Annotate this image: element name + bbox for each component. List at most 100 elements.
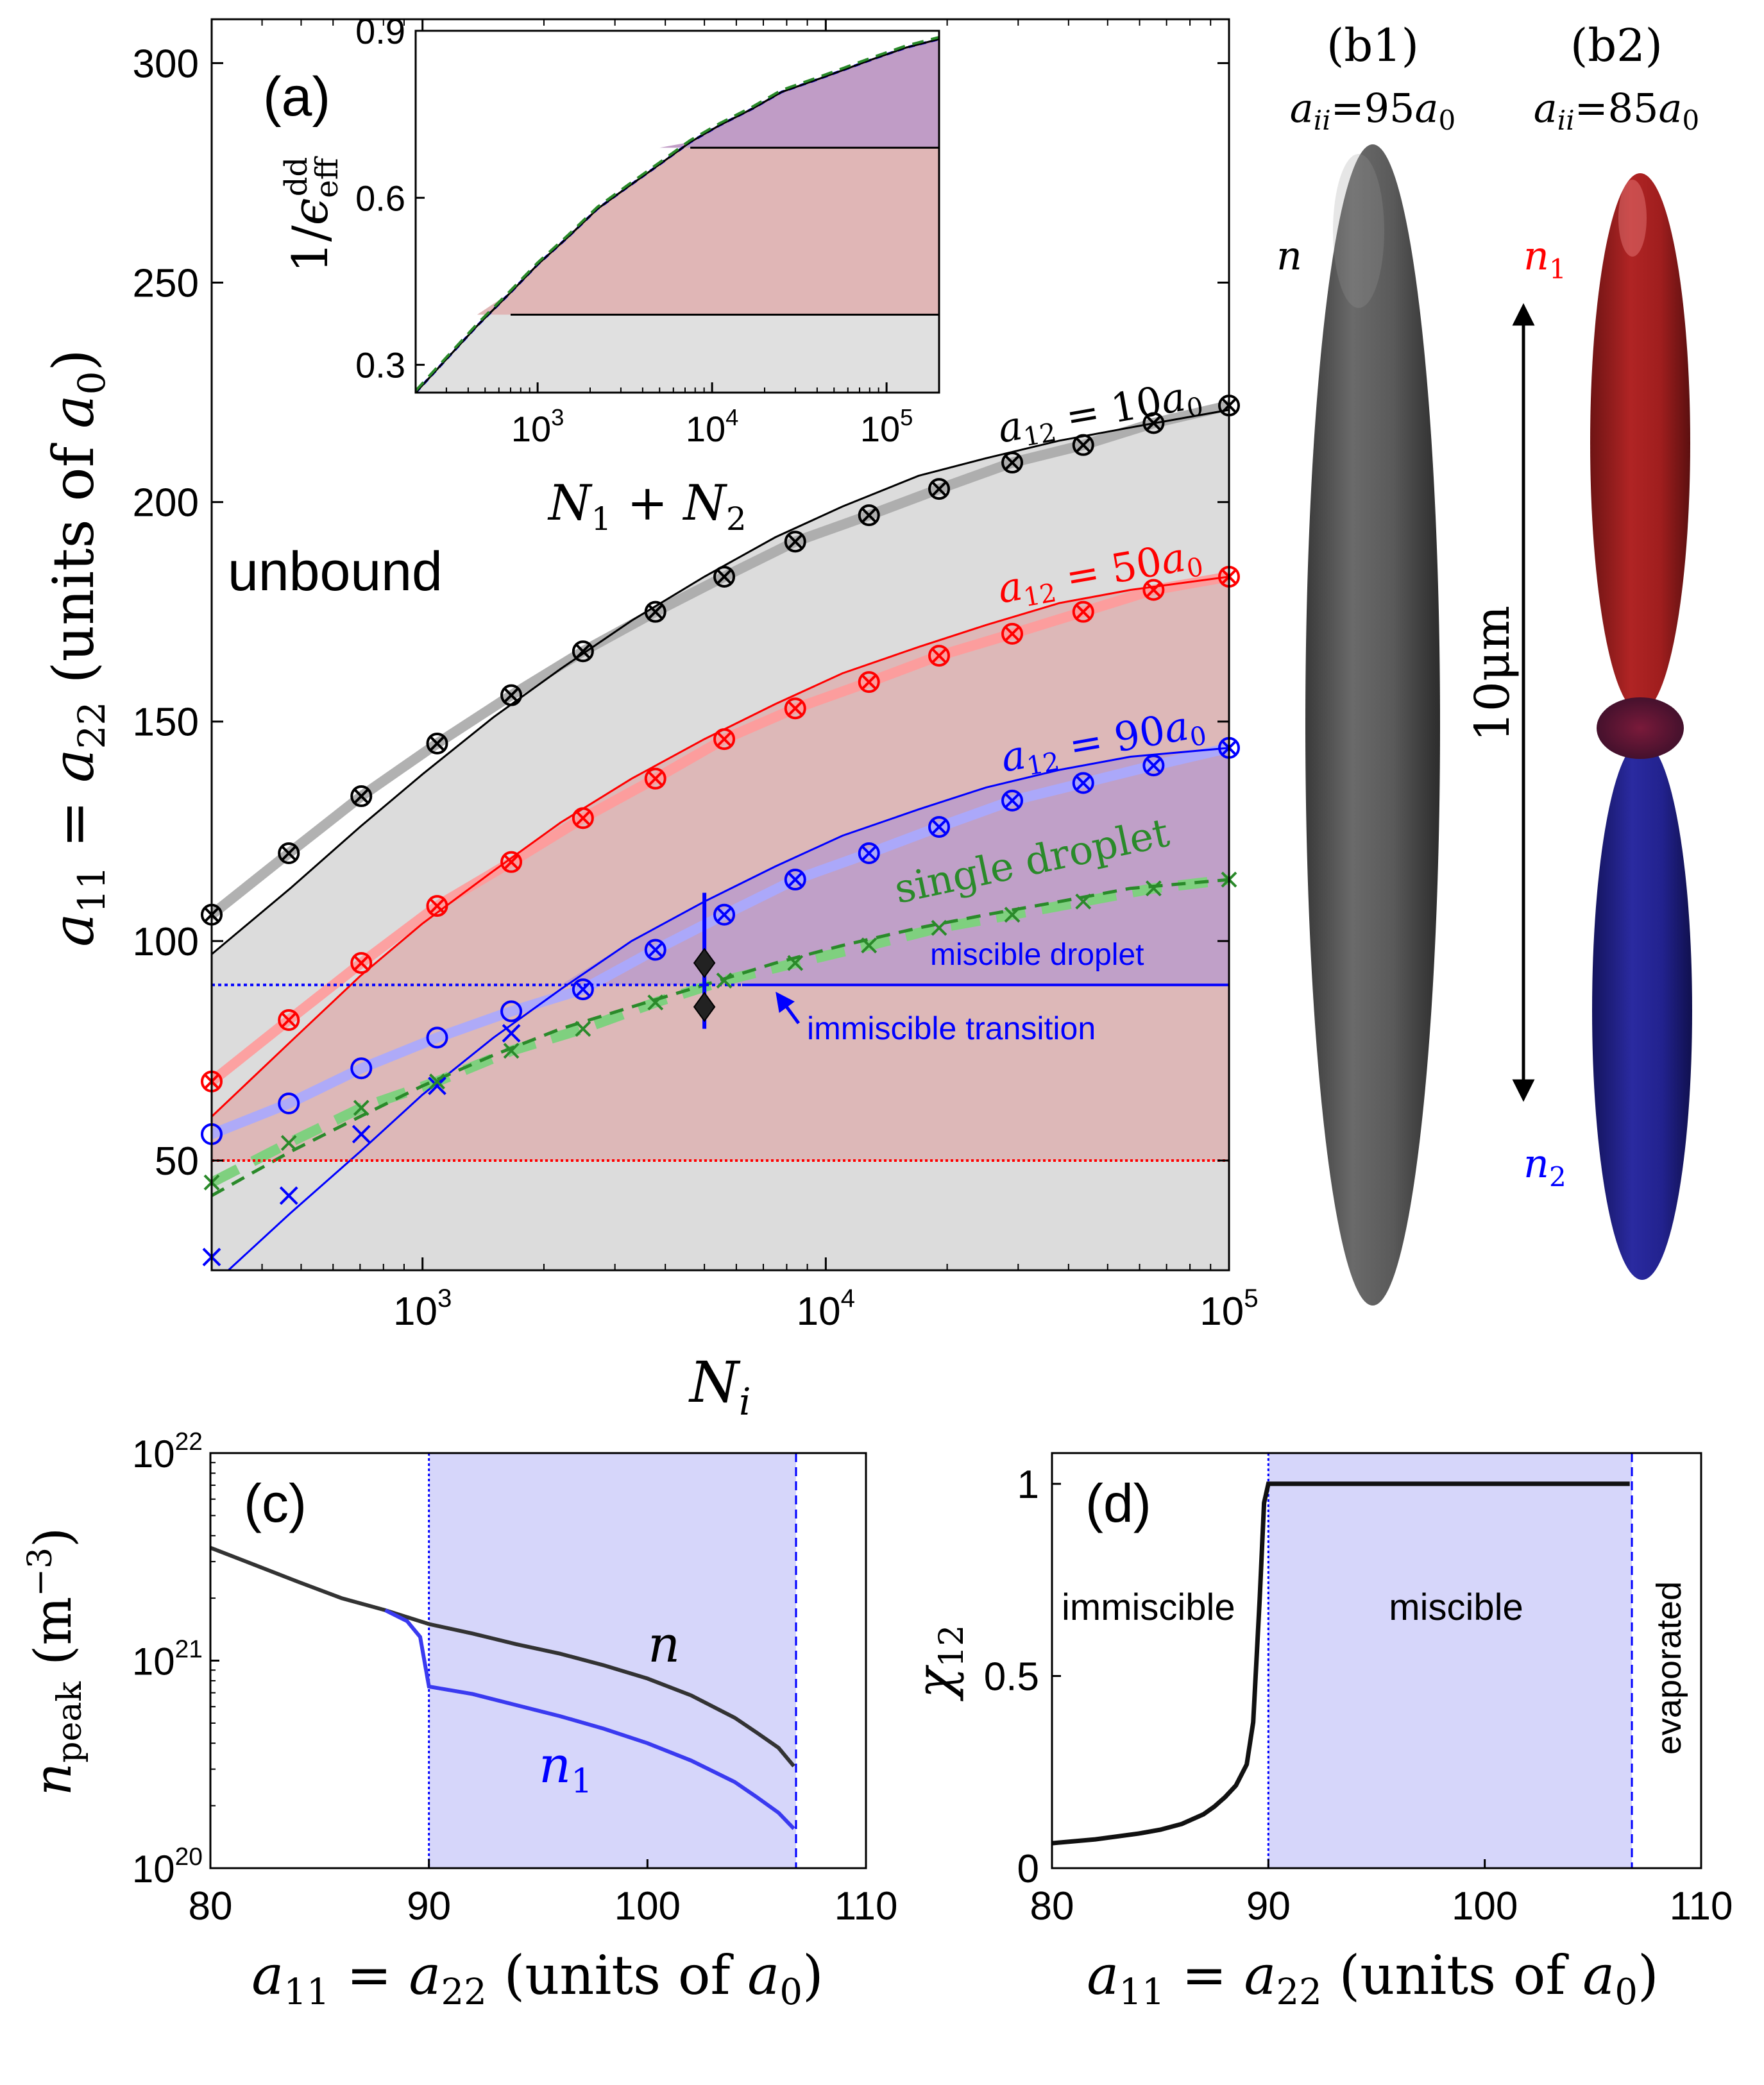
droplet-b2-overlap [1597, 697, 1684, 759]
marker-a12-50 [1142, 579, 1165, 601]
inset-ytick-label: 0.9 [355, 11, 405, 51]
marker-a12-90 [644, 939, 666, 961]
marker-a12-50 [1001, 622, 1024, 645]
marker-a12-90 [1072, 772, 1094, 794]
d-xtick-label: 90 [1246, 1884, 1291, 1928]
marker-a12-50-stroke2 [788, 701, 803, 716]
diamond-marker [693, 991, 716, 1023]
marker-a12-50-stroke2 [861, 674, 877, 690]
droplet-b2-component-2 [1592, 741, 1692, 1280]
marker-single-droplet-s2 [1075, 893, 1092, 910]
marker-single-droplet [1075, 893, 1092, 910]
marker-a12-10-stroke2 [281, 846, 296, 861]
marker-a12-90-ring [713, 903, 736, 926]
d-xtick-label: 80 [1030, 1884, 1074, 1928]
marker-a12-50 [426, 895, 448, 917]
marker-a12-50-ring [350, 952, 373, 974]
inset-curve-green [416, 36, 939, 392]
panel-d-label: (d) [1085, 1473, 1151, 1533]
c-xtick-label: 100 [615, 1884, 681, 1928]
panel-c-ylabel: npeak (m−3) [21, 1528, 89, 1796]
marker-a12-50-ring [572, 807, 594, 830]
miscible-shaded-region [428, 1453, 796, 1868]
d-ytick-label: 0 [1017, 1847, 1039, 1891]
marker-a12-90 [1001, 789, 1024, 812]
panel-a-xlabel: Ni [688, 1349, 751, 1424]
droplet-b1-highlight [1333, 154, 1384, 308]
marker-a12-90-circle [278, 1093, 300, 1114]
marker-a12-90-stroke2 [1005, 793, 1020, 808]
region-miscible-label: miscible [1389, 1587, 1523, 1628]
c-ytick-label: 1020 [132, 1843, 203, 1891]
marker-a12-50-ring [858, 671, 880, 694]
c-xtick-label: 90 [407, 1884, 451, 1928]
marker-single-droplet [575, 1021, 591, 1037]
panel-b1-param: aii=95a0 [1290, 85, 1455, 136]
panel-d-ylabel: χ12 [905, 1625, 971, 1702]
marker-a12-90-stroke2 [931, 819, 947, 835]
marker-a12-90 [784, 869, 806, 891]
marker-a12-50 [928, 645, 951, 667]
marker-a12-10-stroke2 [648, 604, 663, 620]
ytick-label: 150 [133, 701, 199, 745]
marker-a12-10-ring [1142, 412, 1165, 434]
marker-single-droplet-s2 [503, 1042, 520, 1059]
line-a12-10 [212, 409, 1229, 955]
marker-a12-10 [784, 531, 806, 553]
marker-a12-50-ring [713, 728, 736, 751]
marker-a12-10 [1072, 434, 1094, 456]
marker-a12-90-stroke2 [861, 846, 877, 861]
marker-a12-10-stroke2 [931, 481, 947, 497]
inset-xtick-label: 103 [511, 404, 564, 449]
marker-single-droplet-s2 [353, 1100, 369, 1116]
marker-a12-10-ring [350, 785, 373, 808]
marker-a12-50-ring [278, 1009, 300, 1031]
marker-a12-90-cross-s2 [352, 1125, 371, 1144]
marker-a12-50-stroke2 [1076, 604, 1091, 620]
marker-a12-10 [858, 504, 880, 527]
density-label-n: n [1276, 232, 1302, 279]
marker-single-droplet [280, 1135, 297, 1151]
marker-a12-10-stroke2 [788, 534, 803, 549]
marker-a12-90-cross [279, 1186, 298, 1205]
marker-single-droplet-s2 [1004, 906, 1021, 923]
curve-label-n: n [648, 1616, 680, 1674]
panel-d-frame [1051, 1452, 1702, 1869]
marker-a12-50-ring [644, 767, 666, 790]
curve-n1 [384, 1608, 795, 1830]
band-single-droplet [212, 874, 1229, 1187]
marker-a12-50 [713, 728, 736, 751]
marker-single-droplet [647, 994, 664, 1011]
marker-a12-90-ring [928, 815, 951, 838]
marker-a12-50-stroke2 [1146, 583, 1161, 597]
marker-a12-90-ring [1142, 754, 1165, 777]
marker-single-droplet [429, 1073, 445, 1090]
marker-a12-10 [278, 842, 300, 864]
miscible-droplet-label: miscible droplet [930, 938, 1144, 972]
marker-a12-10-ring [1072, 434, 1094, 456]
marker-a12-50 [572, 807, 594, 830]
marker-a12-90-ring [572, 978, 594, 1001]
marker-a12-90-cross [502, 1024, 521, 1042]
marker-a12-10-ring [1001, 452, 1024, 474]
inset-curve-black [416, 38, 939, 393]
marker-a12-50-ring [426, 895, 448, 917]
marker-a12-90-ring [644, 939, 666, 961]
marker-single-droplet [503, 1042, 520, 1059]
marker-single-droplet [861, 937, 878, 954]
curve-n [210, 1545, 795, 1767]
marker-a12-50-stroke2 [353, 955, 369, 971]
marker-a12-10-stroke2 [575, 643, 591, 659]
marker-a12-90 [713, 903, 736, 926]
immiscible-transition-label: immiscible transition [807, 1010, 1096, 1046]
marker-a12-50-ring [784, 697, 806, 720]
density-label-n2: n2 [1523, 1140, 1566, 1193]
marker-single-droplet-s2 [1145, 880, 1162, 897]
marker-a12-10-stroke2 [504, 688, 519, 703]
marker-a12-90-stroke2 [1146, 758, 1161, 773]
droplet-b2-component-1 [1590, 173, 1690, 712]
marker-a12-10-stroke2 [1005, 455, 1020, 470]
panel-c-xlabel: a11 = a22 (units of a0) [251, 1944, 824, 2013]
